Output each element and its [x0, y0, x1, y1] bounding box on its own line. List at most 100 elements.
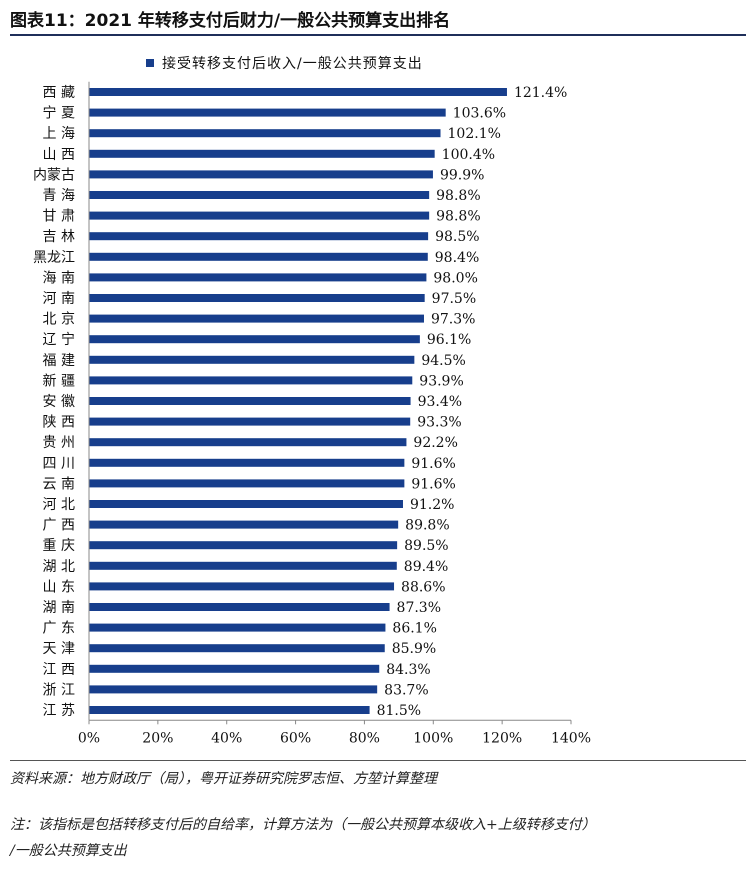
value-label: 102.1% — [448, 126, 501, 142]
bar — [89, 561, 397, 570]
category-label: 云 南 — [43, 476, 75, 492]
value-label: 81.5% — [377, 703, 421, 719]
category-label: 北 京 — [43, 312, 75, 328]
value-label: 97.3% — [431, 312, 475, 328]
bars-layer — [89, 88, 507, 714]
value-label: 98.5% — [435, 229, 479, 245]
bar — [89, 314, 424, 323]
bar — [89, 273, 427, 282]
source-text: 资料来源：地方财政厅（局），粤开证券研究院罗志恒、方堃计算整理 — [10, 771, 437, 787]
bar — [89, 664, 380, 673]
category-label: 青 海 — [43, 188, 75, 204]
bar — [89, 520, 399, 529]
value-label: 100.4% — [442, 147, 495, 163]
value-label: 97.5% — [432, 291, 476, 307]
x-tick-label: 80% — [349, 730, 380, 746]
value-label: 94.5% — [421, 353, 465, 369]
value-label: 93.4% — [418, 394, 462, 410]
chart-title: 图表11：2021 年转移支付后财力/一般公共预算支出排名 — [10, 11, 451, 31]
bar — [89, 500, 403, 508]
value-label: 96.1% — [427, 332, 471, 348]
value-label: 98.8% — [436, 188, 480, 204]
value-label: 91.6% — [411, 456, 455, 472]
bar — [89, 88, 507, 96]
category-label: 四 川 — [43, 456, 75, 472]
category-label: 内蒙古 — [33, 167, 75, 183]
category-label: 河 南 — [43, 291, 75, 307]
bar — [89, 644, 385, 653]
category-label: 河 北 — [43, 497, 75, 513]
x-tick-label: 120% — [482, 730, 522, 746]
bar — [89, 603, 390, 611]
category-label: 福 建 — [43, 353, 75, 369]
category-label: 湖 北 — [43, 559, 75, 575]
value-label: 91.6% — [411, 476, 455, 492]
bar — [89, 623, 386, 632]
category-label: 海 南 — [43, 270, 75, 286]
value-label: 98.4% — [435, 250, 479, 266]
x-tick-label: 20% — [142, 730, 173, 746]
category-label: 广 东 — [43, 621, 75, 637]
legend-label: 接受转移支付后收入/一般公共预算支出 — [162, 56, 423, 72]
category-label: 山 西 — [43, 147, 75, 163]
bar — [89, 397, 411, 405]
bar — [89, 376, 413, 385]
value-label: 87.3% — [397, 600, 441, 616]
category-label: 甘 肃 — [43, 209, 75, 225]
bar — [89, 335, 420, 344]
category-label: 辽 宁 — [43, 331, 75, 348]
bar — [89, 170, 433, 179]
bar — [89, 458, 405, 467]
bar — [89, 417, 411, 426]
category-label: 湖 南 — [43, 600, 75, 616]
bar — [89, 685, 378, 694]
category-label: 上 海 — [43, 126, 75, 142]
bar — [89, 706, 370, 714]
x-tick-label: 100% — [413, 730, 453, 746]
value-label: 93.3% — [417, 415, 461, 431]
value-label: 92.2% — [413, 435, 457, 451]
bar — [89, 541, 398, 550]
value-label: 98.0% — [433, 270, 477, 286]
bar — [89, 582, 395, 591]
value-label: 89.4% — [404, 559, 448, 575]
value-label: 99.9% — [440, 167, 484, 183]
category-label: 广 西 — [43, 518, 75, 534]
category-label: 浙 江 — [43, 682, 75, 698]
bar — [89, 211, 430, 220]
chart-legend: 接受转移支付后收入/一般公共预算支出 — [146, 53, 423, 73]
note-line-1: 注：该指标是包括转移支付后的自给率，计算方法为（一般公共预算本级收入+上级转移支… — [10, 817, 596, 833]
bar — [89, 252, 428, 261]
note-line-2: /一般公共预算支出 — [10, 843, 127, 859]
value-label: 85.9% — [392, 641, 436, 657]
category-label: 宁 夏 — [43, 105, 75, 122]
category-label: 江 西 — [43, 662, 75, 678]
value-label: 84.3% — [386, 662, 430, 678]
footer-divider — [10, 760, 746, 761]
x-tick-label: 0% — [78, 730, 100, 746]
bar — [89, 129, 441, 138]
category-label: 黑龙江 — [33, 250, 75, 266]
category-label: 吉 林 — [43, 229, 75, 245]
bar — [89, 438, 407, 447]
category-label: 重 庆 — [43, 538, 75, 554]
category-label: 陕 西 — [43, 415, 75, 431]
value-label: 89.5% — [404, 538, 448, 554]
x-tick-label: 60% — [280, 730, 311, 746]
category-label: 安 徽 — [43, 394, 75, 410]
value-label: 93.9% — [419, 373, 463, 389]
value-labels-layer: 121.4% 103.6% 102.1% 100.4% 99.9% 98.8% 98.8% 9… — [377, 85, 568, 719]
category-label: 天 津 — [43, 641, 75, 657]
x-tick-label: 140% — [551, 730, 591, 746]
value-label: 98.8% — [436, 209, 480, 225]
value-label: 91.2% — [410, 497, 454, 513]
value-label: 89.8% — [405, 518, 449, 534]
x-axis: 0% 20% 40% 60% 80% 100% 120% 140% — [78, 81, 591, 746]
bar — [89, 149, 435, 158]
bar — [89, 479, 405, 488]
legend-swatch — [146, 59, 154, 67]
category-label: 山 东 — [43, 579, 75, 595]
title-divider — [10, 34, 746, 36]
bar-chart: 121.4% 103.6% 102.1% 100.4% 99.9% 98.8% 98.8% 9… — [33, 81, 591, 746]
